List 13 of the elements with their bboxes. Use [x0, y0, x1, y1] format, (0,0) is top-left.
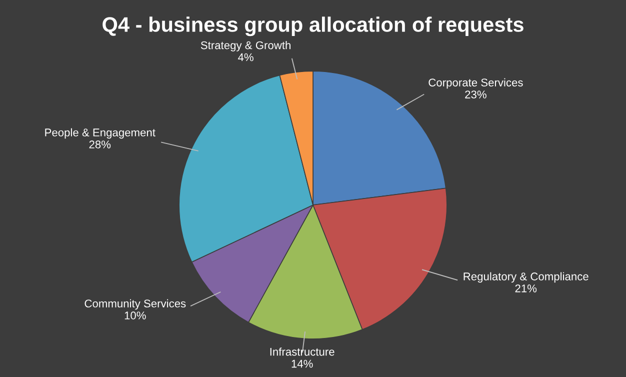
- slice-label: Infrastructure: [270, 348, 334, 356]
- data-label: 14%: [292, 360, 313, 368]
- data-label: 4%: [238, 53, 254, 62]
- data-label: 23%: [465, 90, 486, 98]
- data-label: 21%: [515, 284, 537, 292]
- slice-label: Corporate Services: [428, 78, 523, 89]
- data-label: 10%: [124, 312, 146, 320]
- slice-label: Community Services: [84, 299, 186, 310]
- slice-label: Regulatory & Compliance: [464, 272, 588, 283]
- chart-title: Q4 - business group allocation of requests: [102, 16, 524, 36]
- slice-label: People & Engagement: [45, 128, 156, 139]
- slice-label: Strategy & Growth: [200, 41, 290, 52]
- data-label: 28%: [89, 140, 111, 148]
